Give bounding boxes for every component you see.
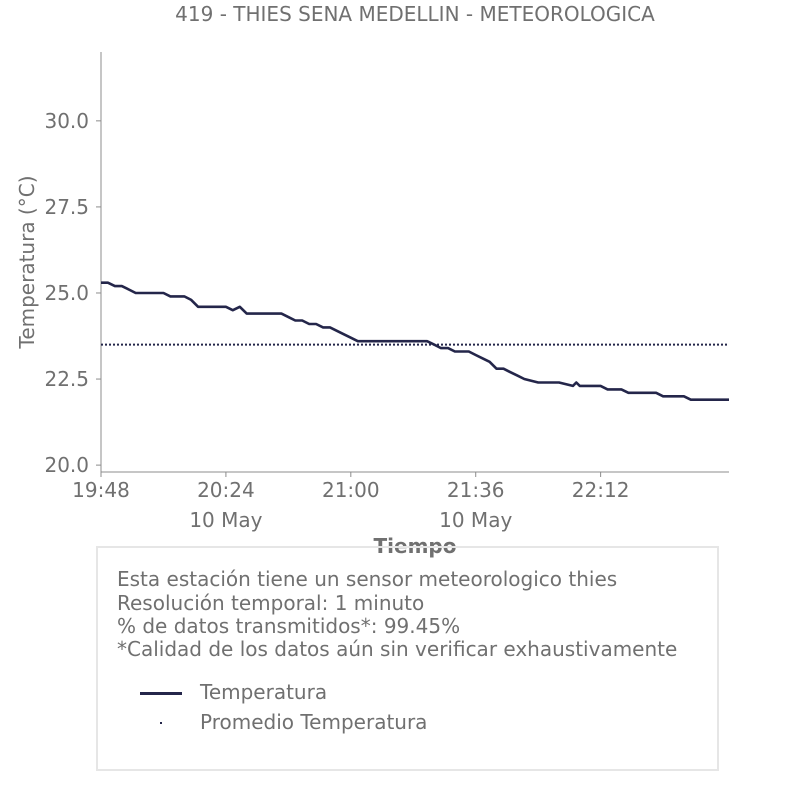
info-sensor-text: Esta estación tiene un sensor meteorolog…	[117, 567, 618, 591]
x-tick-label: 19:48	[72, 478, 130, 502]
x-ticks: 19:48 20:24 10 May 21:00 21:36 10 May 22:12	[72, 472, 629, 532]
y-tick-label: 27.5	[44, 195, 89, 219]
x-tick-label: 21:00	[322, 478, 380, 502]
legend-label: Temperatura	[200, 680, 328, 704]
info-transmitted-text: % de datos transmitidos*: 99.45%	[117, 614, 461, 638]
x-tick-date-label: 10 May	[189, 508, 262, 532]
y-axis-label: Temperatura (°C)	[15, 175, 39, 349]
info-resolution-text: Resolución temporal: 1 minuto	[117, 591, 425, 615]
x-tick-label: 20:24	[197, 478, 255, 502]
y-tick-label: 20.0	[44, 453, 89, 477]
x-tick-label: 21:36	[447, 478, 505, 502]
y-ticks: 20.0 22.5 25.0 27.5 30.0	[44, 109, 101, 477]
x-tick-date-label: 10 May	[439, 508, 512, 532]
series-layer	[101, 281, 729, 402]
x-tick-label: 22:12	[572, 478, 630, 502]
info-quality-note: *Calidad de los datos aún sin verificar …	[117, 637, 678, 661]
info-box: Esta estación tiene un sensor meteorolog…	[96, 546, 719, 771]
y-tick-label: 22.5	[44, 367, 89, 391]
y-tick-label: 25.0	[44, 281, 89, 305]
temperature-series-line	[101, 281, 729, 402]
legend-dot-swatch	[160, 722, 162, 724]
chart-title: 419 - THIES SENA MEDELLIN - METEOROLOGIC…	[175, 2, 655, 26]
legend-line-swatch	[140, 692, 182, 695]
temperature-chart: 419 - THIES SENA MEDELLIN - METEOROLOGIC…	[15, 2, 729, 558]
legend-label: Promedio Temperatura	[200, 710, 428, 734]
y-tick-label: 30.0	[44, 109, 89, 133]
